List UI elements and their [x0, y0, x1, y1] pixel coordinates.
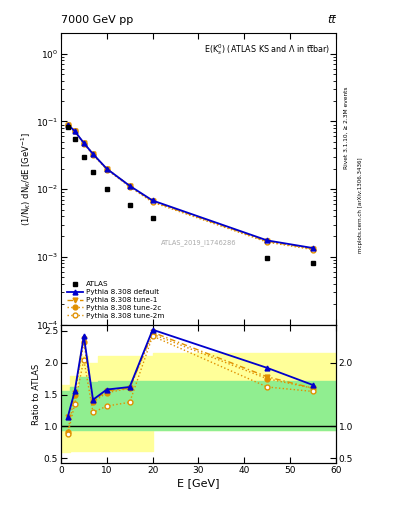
- Pythia 8.308 tune-2m: [150, 199, 155, 205]
- Text: Rivet 3.1.10, ≥ 2.3M events: Rivet 3.1.10, ≥ 2.3M events: [344, 87, 349, 169]
- Text: tt̅: tt̅: [327, 14, 336, 25]
- Pythia 8.308 default: [72, 128, 77, 134]
- X-axis label: E [GeV]: E [GeV]: [177, 478, 220, 488]
- Pythia 8.308 tune-2m: [72, 129, 77, 135]
- ATLAS: [127, 202, 132, 208]
- Legend: ATLAS, Pythia 8.308 default, Pythia 8.308 tune-1, Pythia 8.308 tune-2c, Pythia 8: ATLAS, Pythia 8.308 default, Pythia 8.30…: [64, 279, 167, 321]
- Pythia 8.308 tune-2c: [72, 128, 77, 134]
- ATLAS: [72, 136, 77, 142]
- Pythia 8.308 tune-1: [265, 238, 270, 244]
- Pythia 8.308 tune-2m: [105, 166, 109, 173]
- ATLAS: [91, 169, 95, 175]
- Pythia 8.308 tune-1: [81, 140, 86, 146]
- Pythia 8.308 tune-1: [105, 166, 109, 172]
- ATLAS: [81, 154, 86, 160]
- Y-axis label: Ratio to ATLAS: Ratio to ATLAS: [32, 364, 41, 424]
- ATLAS: [105, 186, 109, 192]
- Text: E(K$_s^0$) (ATLAS KS and Λ in tt̅bar): E(K$_s^0$) (ATLAS KS and Λ in tt̅bar): [204, 42, 331, 57]
- Pythia 8.308 default: [127, 183, 132, 189]
- Pythia 8.308 tune-2c: [65, 121, 70, 127]
- Pythia 8.308 default: [65, 121, 70, 127]
- Line: Pythia 8.308 tune-2m: Pythia 8.308 tune-2m: [65, 122, 316, 252]
- Pythia 8.308 default: [81, 140, 86, 146]
- Pythia 8.308 tune-1: [91, 151, 95, 157]
- ATLAS: [311, 260, 316, 266]
- Text: ATLAS_2019_I1746286: ATLAS_2019_I1746286: [161, 240, 236, 246]
- Pythia 8.308 tune-2c: [150, 198, 155, 204]
- Pythia 8.308 tune-2m: [311, 247, 316, 253]
- Text: 7000 GeV pp: 7000 GeV pp: [61, 14, 133, 25]
- Pythia 8.308 tune-1: [127, 183, 132, 189]
- Pythia 8.308 default: [105, 166, 109, 172]
- Text: mcplots.cern.ch [arXiv:1306.3436]: mcplots.cern.ch [arXiv:1306.3436]: [358, 157, 363, 252]
- Line: Pythia 8.308 tune-1: Pythia 8.308 tune-1: [65, 122, 316, 251]
- Pythia 8.308 tune-1: [65, 121, 70, 127]
- Pythia 8.308 tune-2c: [105, 166, 109, 172]
- Pythia 8.308 tune-2c: [127, 183, 132, 189]
- Pythia 8.308 tune-2m: [65, 121, 70, 127]
- Pythia 8.308 tune-2c: [265, 238, 270, 244]
- Pythia 8.308 default: [91, 151, 95, 157]
- Pythia 8.308 tune-2c: [91, 151, 95, 157]
- Pythia 8.308 tune-2m: [91, 152, 95, 158]
- Pythia 8.308 tune-1: [311, 246, 316, 252]
- Line: Pythia 8.308 default: Pythia 8.308 default: [65, 122, 316, 250]
- ATLAS: [65, 124, 70, 130]
- Pythia 8.308 tune-2c: [311, 246, 316, 252]
- ATLAS: [265, 255, 270, 262]
- Pythia 8.308 default: [150, 198, 155, 204]
- Pythia 8.308 tune-2c: [81, 140, 86, 146]
- Pythia 8.308 tune-1: [72, 128, 77, 134]
- Pythia 8.308 tune-2m: [81, 141, 86, 147]
- Line: Pythia 8.308 tune-2c: Pythia 8.308 tune-2c: [65, 122, 316, 251]
- Y-axis label: (1/N$_{K}$) dN$_{K}$/dE [GeV$^{-1}$]: (1/N$_{K}$) dN$_{K}$/dE [GeV$^{-1}$]: [19, 132, 33, 226]
- Line: ATLAS: ATLAS: [65, 124, 316, 265]
- Pythia 8.308 tune-2m: [265, 239, 270, 245]
- Pythia 8.308 default: [311, 245, 316, 251]
- Pythia 8.308 tune-2m: [127, 184, 132, 190]
- Pythia 8.308 default: [265, 238, 270, 244]
- ATLAS: [150, 215, 155, 221]
- Pythia 8.308 tune-1: [150, 198, 155, 204]
